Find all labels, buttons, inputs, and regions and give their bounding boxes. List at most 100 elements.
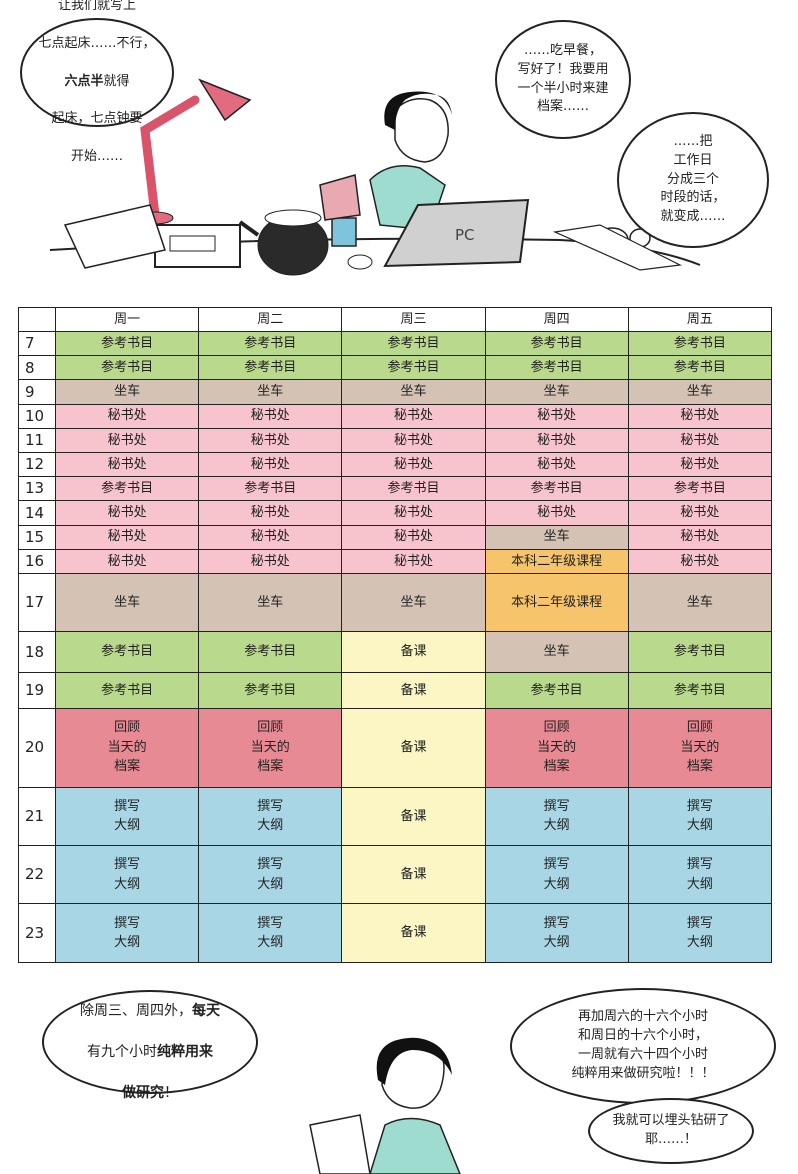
- bubble-text: ！: [164, 1084, 178, 1101]
- mug-icon: [331, 217, 357, 247]
- schedule-cell: 参考书目: [198, 476, 343, 502]
- hour-label: 9: [18, 379, 56, 405]
- bubble-bold-text: 纯粹用来: [157, 1044, 213, 1060]
- schedule-cell: 坐车: [484, 379, 629, 405]
- speech-bubble-bottom-left: 除周三、周四外，每天 有九个小时纯粹用来 做研究！: [42, 990, 258, 1101]
- table-row: 7 参考书目 参考书目 参考书目 参考书目 参考书目: [18, 330, 773, 357]
- schedule-cell: 秘书处: [54, 451, 200, 478]
- corner-cell: [18, 307, 56, 332]
- schedule-cell: 参考书目: [484, 355, 629, 381]
- schedule-cell: 撰写 大纲: [627, 903, 773, 963]
- schedule-cell: 回顾 当天的 档案: [198, 707, 343, 788]
- schedule-cell: 撰写 大纲: [54, 903, 200, 963]
- schedule-cell: 撰写 大纲: [484, 786, 629, 846]
- schedule-cell: 备课: [341, 844, 486, 905]
- teapot-icon: [238, 209, 329, 276]
- schedule-cell: 秘书处: [198, 451, 343, 478]
- schedule-cell: 坐车: [198, 572, 343, 633]
- schedule-cell: 秘书处: [54, 427, 200, 453]
- hour-label: 12: [18, 451, 56, 478]
- schedule-cell: 撰写 大纲: [54, 786, 200, 846]
- schedule-cell: 秘书处: [341, 548, 486, 574]
- schedule-cell: 秘书处: [484, 427, 629, 453]
- schedule-cell: 撰写 大纲: [484, 844, 629, 905]
- schedule-cell: 秘书处: [54, 403, 200, 429]
- day-header: 周二: [198, 307, 343, 332]
- schedule-cell: 参考书目: [627, 355, 773, 381]
- schedule-cell: 坐车: [341, 572, 486, 633]
- table-row: 14 秘书处 秘书处 秘书处 秘书处 秘书处: [18, 500, 773, 526]
- schedule-cell: 参考书目: [54, 476, 200, 502]
- table-row: 21 撰写 大纲 撰写 大纲 备课 撰写 大纲 撰写 大纲: [18, 786, 773, 846]
- table-row: 15 秘书处 秘书处 秘书处 坐车 秘书处: [18, 524, 773, 550]
- hour-label: 21: [18, 786, 56, 846]
- schedule-cell: 参考书目: [198, 355, 343, 381]
- schedule-cell: 秘书处: [54, 524, 200, 550]
- hour-label: 20: [18, 707, 56, 788]
- schedule-cell: 参考书目: [198, 330, 343, 357]
- schedule-cell: 撰写 大纲: [198, 903, 343, 963]
- schedule-cell: 参考书目: [627, 631, 773, 673]
- schedule-cell: 回顾 当天的 档案: [54, 707, 200, 788]
- table-row: 10 秘书处 秘书处 秘书处 秘书处 秘书处: [18, 403, 773, 429]
- schedule-cell: 参考书目: [627, 671, 773, 709]
- schedule-cell: 参考书目: [627, 476, 773, 502]
- schedule-cell: 撰写 大纲: [198, 844, 343, 905]
- schedule-cell: 参考书目: [484, 671, 629, 709]
- table-row: 13 参考书目 参考书目 参考书目 参考书目 参考书目: [18, 476, 773, 502]
- schedule-cell: 秘书处: [198, 427, 343, 453]
- hour-label: 15: [18, 524, 56, 550]
- bubble-text: 起床，七点钟要: [51, 111, 143, 127]
- hour-label: 17: [18, 572, 56, 633]
- schedule-cell: 撰写 大纲: [54, 844, 200, 905]
- schedule-cell: 参考书目: [341, 330, 486, 357]
- schedule-cell: 坐车: [484, 631, 629, 673]
- schedule-cell: 秘书处: [54, 500, 200, 526]
- schedule-cell: 备课: [341, 631, 486, 673]
- speech-bubble-bottom-right: 再加周六的十六个小时 和周日的十六个小时， 一周就有六十四个小时 纯粹用来做研究…: [510, 988, 776, 1104]
- schedule-cell: 本科二年级课程: [484, 548, 629, 574]
- table-row: 16 秘书处 秘书处 秘书处 本科二年级课程 秘书处: [18, 548, 773, 574]
- schedule-cell: 坐车: [627, 379, 773, 405]
- day-header: 周三: [341, 307, 486, 332]
- hour-label: 14: [18, 500, 56, 526]
- schedule-cell: 回顾 当天的 档案: [484, 707, 629, 788]
- bubble-text: 开始……: [70, 148, 123, 164]
- schedule-cell: 参考书目: [54, 631, 200, 673]
- schedule-cell: 坐车: [198, 379, 343, 405]
- table-row: 11 秘书处 秘书处 秘书处 秘书处 秘书处: [18, 427, 773, 453]
- speech-bubble-bottom-right-small: 我就可以埋头钻研了 耶……！: [588, 1098, 754, 1164]
- schedule-cell: 秘书处: [627, 451, 773, 478]
- schedule-cell: 参考书目: [341, 355, 486, 381]
- schedule-cell: 备课: [341, 671, 486, 709]
- schedule-cell: 备课: [341, 707, 486, 788]
- table-row: 12 秘书处 秘书处 秘书处 秘书处 秘书处: [18, 451, 773, 478]
- schedule-cell: 秘书处: [484, 403, 629, 429]
- hour-label: 22: [18, 844, 56, 905]
- table-row: 20 回顾 当天的 档案 回顾 当天的 档案 备课 回顾 当天的 档案 回顾 当天的 档案: [18, 707, 773, 788]
- schedule-cell: 秘书处: [627, 427, 773, 453]
- speech-bubble-top-right: ……吃早餐， 写好了！我要用 一个半小时来建 档案……: [495, 20, 631, 139]
- hour-label: 11: [18, 427, 56, 453]
- alarm-clock-icon: [154, 224, 241, 268]
- table-header-row: 周一 周二 周三 周四 周五: [18, 307, 773, 332]
- woman-reading-illustration: [309, 1037, 461, 1174]
- table-row: 19 参考书目 参考书目 备课 参考书目 参考书目: [18, 671, 773, 709]
- bubble-text: 让我们就写上: [57, 0, 136, 14]
- schedule-cell: 秘书处: [484, 451, 629, 478]
- table-row: 22 撰写 大纲 撰写 大纲 备课 撰写 大纲 撰写 大纲: [18, 844, 773, 905]
- bubble-text: 就得: [103, 73, 130, 89]
- weekly-schedule-table: 周一 周二 周三 周四 周五 7 参考书目 参考书目 参考书目 参考书目 参考书目 8 参考书…: [18, 307, 773, 963]
- schedule-cell: 撰写 大纲: [627, 844, 773, 905]
- schedule-cell: 参考书目: [627, 330, 773, 357]
- schedule-cell: 坐车: [54, 572, 200, 633]
- schedule-cell: 秘书处: [627, 524, 773, 550]
- laptop-label: PC: [455, 226, 475, 244]
- schedule-cell: 备课: [341, 786, 486, 846]
- schedule-cell: 参考书目: [484, 476, 629, 502]
- bubble-text: 除周三、周四外，: [80, 1003, 192, 1020]
- bubble-text: 有九个小时: [87, 1044, 157, 1060]
- hour-label: 19: [18, 671, 56, 709]
- schedule-cell: 参考书目: [54, 355, 200, 381]
- hour-label: 10: [18, 403, 56, 429]
